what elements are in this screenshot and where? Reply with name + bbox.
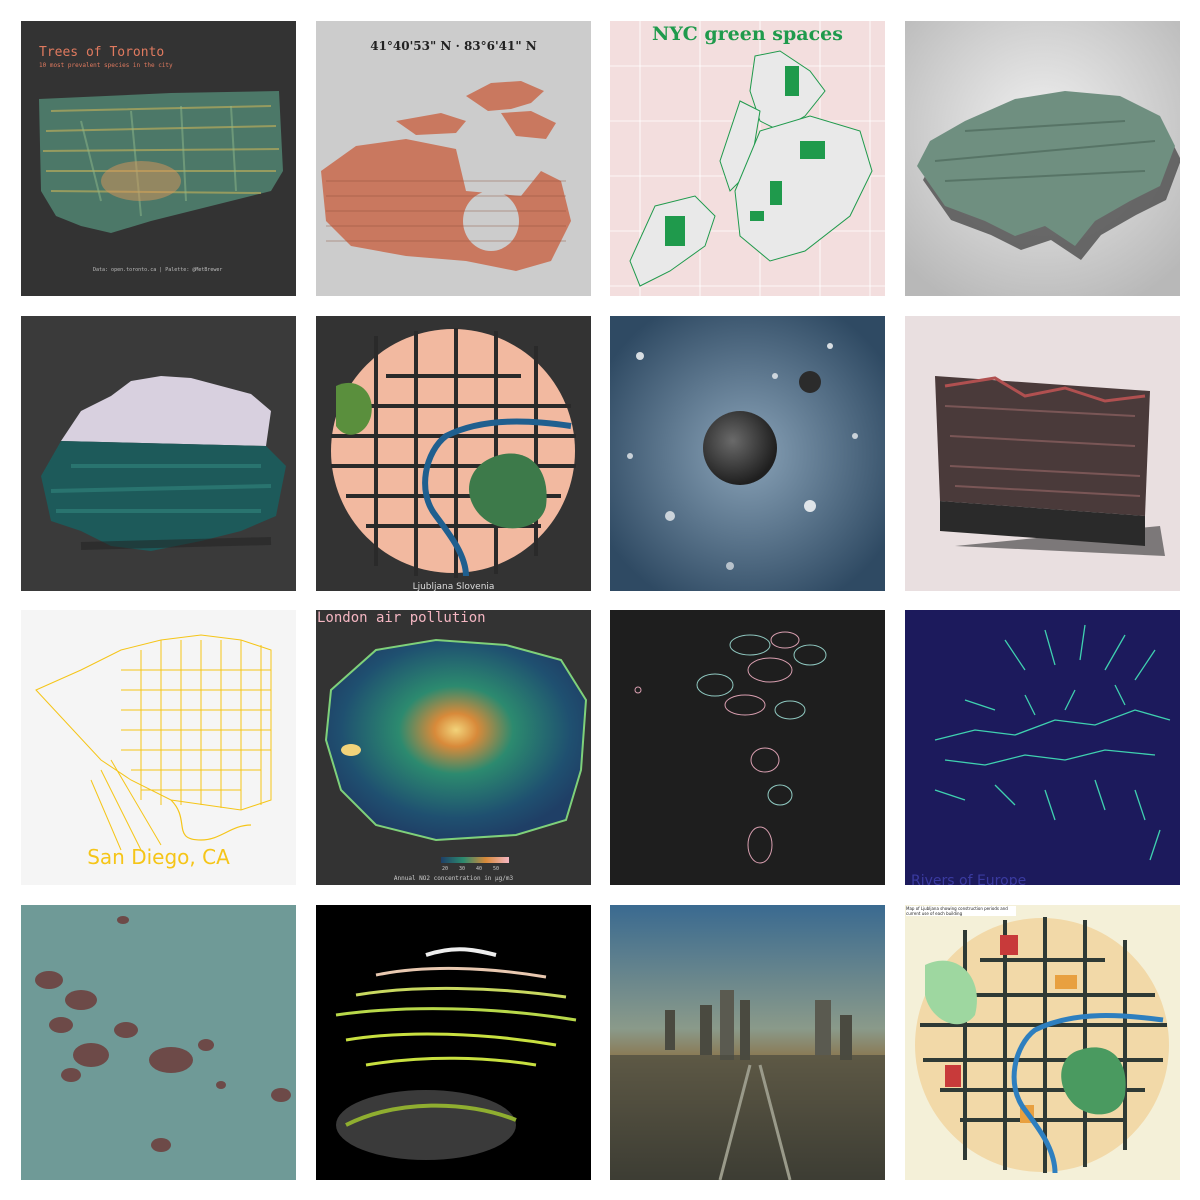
tile-city-skyline-render[interactable]: [610, 905, 885, 1180]
ukraine-relief-render: [905, 21, 1180, 296]
san-diego-title: San Diego, CA: [87, 845, 230, 869]
ljubljana-circle-map: [331, 328, 576, 578]
toronto-subtitle: 10 most prevalent species in the city: [39, 62, 173, 69]
rivers-map: [934, 624, 1171, 861]
ljubljana-construction-map: [915, 917, 1169, 1174]
tile-canada-elevation[interactable]: 41°40'53" N · 83°6'41" N: [316, 21, 591, 296]
tile-san-diego-streets[interactable]: San Diego, CA: [21, 610, 296, 885]
moon-render: [610, 316, 885, 591]
canada-coordinates-title: 41°40'53" N · 83°6'41" N: [370, 39, 537, 53]
london-no2-hexmap: [324, 638, 588, 863]
london-title: London air pollution: [317, 610, 486, 626]
tile-archipelago-relief[interactable]: [21, 905, 296, 1180]
london-legend-caption: Annual NO2 concentration in µg/m3: [393, 875, 514, 882]
nyc-map: [610, 21, 885, 296]
ljubljana-construction-caption: Map of Ljubljana showing construction pe…: [906, 906, 1016, 916]
toronto-map: [39, 91, 283, 233]
san-diego-street-map: [35, 634, 272, 851]
london-legend-tick-20: 20: [442, 866, 449, 872]
tile-nyc-green-spaces[interactable]: NYC green spaces: [610, 21, 885, 296]
canyon-block-render: [935, 376, 1165, 556]
rivers-title: Rivers of Europe: [911, 873, 1027, 885]
voxel-relief-render: [41, 376, 286, 551]
tile-trees-of-toronto[interactable]: Trees of Toronto 10 most prevalent speci…: [21, 21, 296, 296]
toronto-credit: Data: open.toronto.ca | Palette: @MetBre…: [93, 267, 223, 273]
city-skyline-render: [610, 905, 885, 1180]
canada-map: [321, 81, 571, 271]
london-legend-tick-40: 40: [476, 866, 483, 872]
tile-canyon-block-render[interactable]: [905, 316, 1180, 591]
toronto-title: Trees of Toronto: [39, 45, 165, 60]
london-legend-tick-30: 30: [459, 866, 466, 872]
tile-contour-lines-3d[interactable]: [316, 905, 591, 1180]
tile-ljubljana-buildings[interactable]: Ljubljana Slovenia: [316, 316, 591, 591]
tile-moon-space-render[interactable]: [610, 316, 885, 591]
archipelago-render: [35, 916, 291, 1152]
tile-contour-islands[interactable]: [610, 610, 885, 885]
contour-island-map: [634, 631, 827, 864]
ljubljana-caption: Ljubljana Slovenia: [412, 582, 495, 591]
nyc-title: NYC green spaces: [652, 23, 843, 45]
tile-london-air-pollution[interactable]: London air pollution 20 30 40 50 Annual …: [316, 610, 591, 885]
contour-lines-render: [335, 947, 577, 1160]
tile-rivers-of-europe[interactable]: Rivers of Europe: [905, 610, 1180, 885]
tile-ljubljana-construction-periods[interactable]: Map of Ljubljana showing construction pe…: [905, 905, 1180, 1180]
tile-ukraine-relief[interactable]: [905, 21, 1180, 296]
london-legend-tick-50: 50: [493, 866, 500, 872]
tile-voxel-forest-relief[interactable]: [21, 316, 296, 591]
